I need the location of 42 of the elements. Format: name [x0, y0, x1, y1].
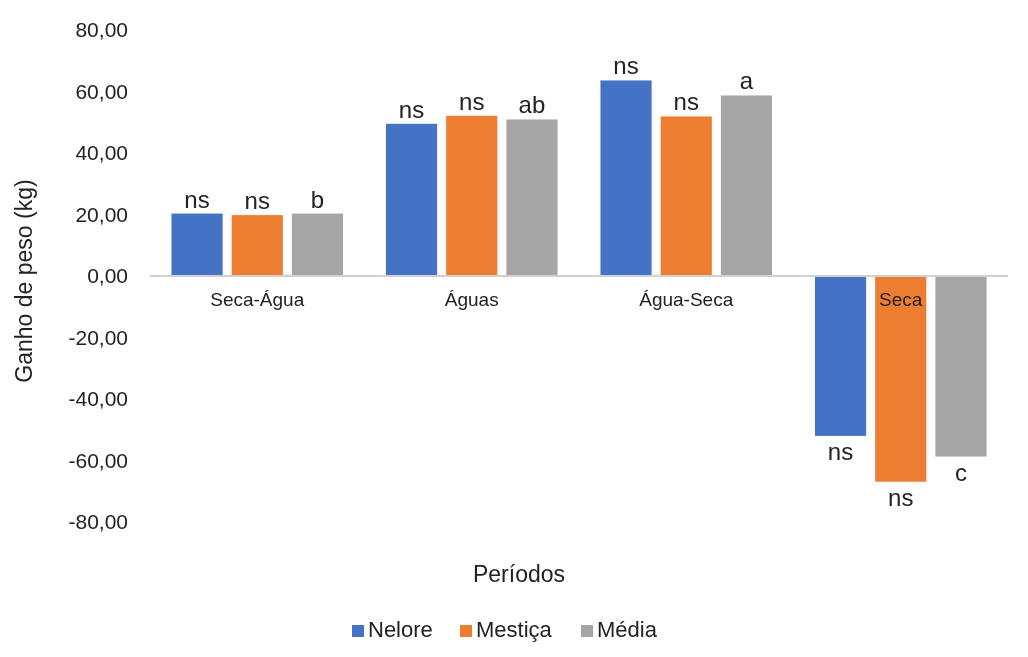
data-label: ns [244, 187, 270, 215]
y-tick-label: -20,00 [68, 325, 128, 349]
data-label: ns [673, 88, 699, 116]
y-tick-label: -60,00 [68, 448, 128, 472]
bar [171, 213, 223, 276]
bar [600, 80, 652, 276]
y-axis-title: Ganho de peso (kg) [11, 179, 37, 383]
legend-label: Média [597, 617, 658, 642]
x-tick-label: Águas [444, 289, 499, 310]
data-label: ab [518, 91, 546, 119]
bar [291, 213, 344, 276]
x-tick-label: Água-Seca [639, 289, 734, 310]
bar [446, 115, 498, 276]
data-label: ns [888, 483, 914, 511]
bar [506, 119, 558, 276]
data-label: ns [184, 185, 210, 213]
x-axis-title: Períodos [472, 561, 566, 587]
y-tick-label: -40,00 [68, 387, 128, 411]
data-label: ns [613, 52, 639, 80]
data-label: ns [459, 87, 485, 115]
legend-label: Mestiça [476, 617, 553, 642]
bar [814, 276, 867, 436]
data-label: b [310, 185, 325, 213]
bar [875, 276, 927, 482]
data-label: ns [398, 95, 425, 123]
bar [231, 215, 283, 276]
x-tick-label: Seca-Água [210, 289, 305, 310]
y-tick-label: 40,00 [75, 141, 128, 165]
bar [720, 95, 773, 276]
data-label: ns [827, 437, 854, 465]
legend-label: Nelore [368, 617, 433, 642]
data-label: a [739, 67, 754, 95]
y-tick-label: 60,00 [75, 79, 128, 103]
bar [935, 276, 987, 457]
bar [385, 123, 438, 276]
x-tick-label: Seca [879, 289, 923, 310]
y-tick-label: 20,00 [75, 202, 128, 226]
data-label: c [954, 458, 967, 486]
y-tick-label: -80,00 [68, 510, 128, 534]
bar [660, 116, 712, 276]
y-tick-label: 0,00 [87, 264, 128, 288]
y-tick-label: 80,00 [75, 18, 128, 42]
